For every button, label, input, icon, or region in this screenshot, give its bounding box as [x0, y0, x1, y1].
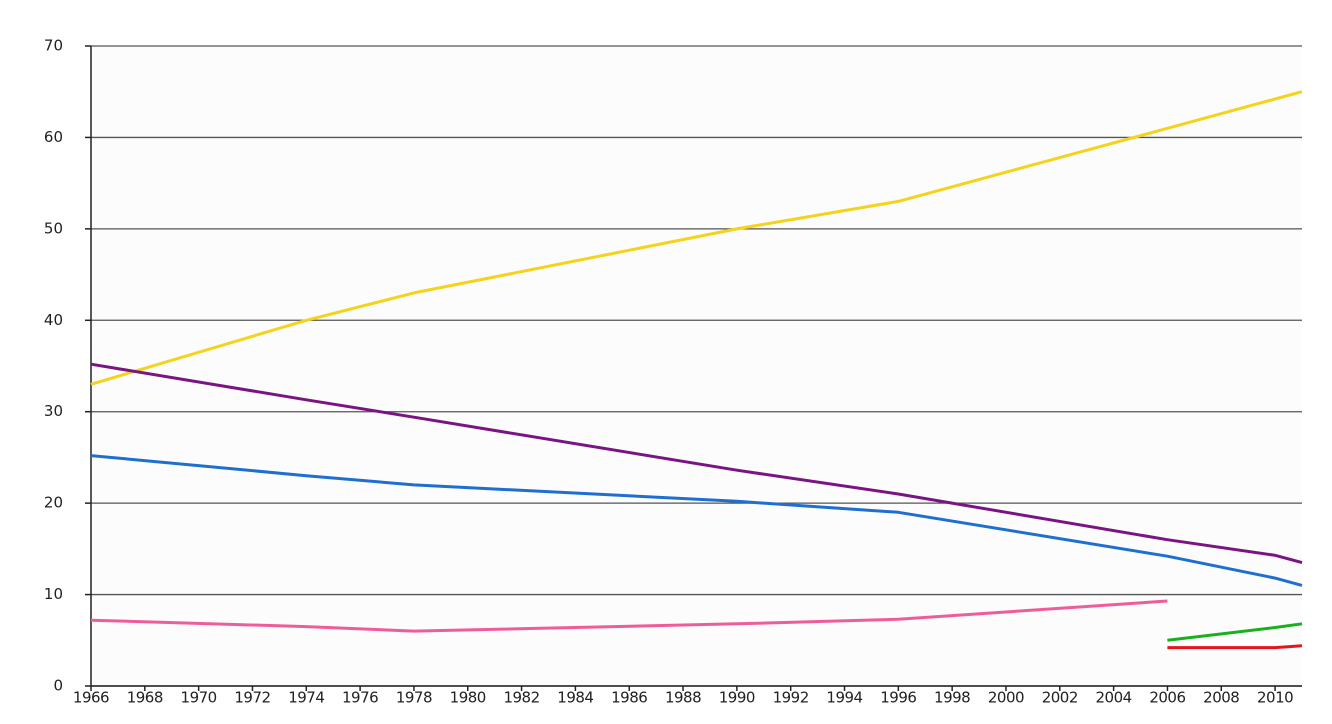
x-tick-label: 1978 [396, 689, 432, 707]
y-tick-label: 0 [53, 677, 63, 695]
x-tick-label: 1992 [773, 689, 809, 707]
x-tick-label: 1974 [288, 689, 324, 707]
x-tick-label: 1990 [719, 689, 755, 707]
plot-area [91, 46, 1302, 686]
x-tick-label: 2006 [1149, 689, 1185, 707]
y-tick-label: 40 [44, 311, 63, 329]
x-tick-label: 2008 [1203, 689, 1239, 707]
x-tick-label: 2002 [1042, 689, 1078, 707]
x-tick-label: 1972 [234, 689, 270, 707]
series-line [1167, 644, 1303, 650]
y-tick-label: 30 [44, 402, 63, 420]
y-tick-label: 50 [44, 219, 63, 237]
series-line [90, 90, 1303, 386]
x-tick-label: 1996 [880, 689, 916, 707]
x-tick-label: 1998 [934, 689, 970, 707]
y-tick-label: 20 [44, 494, 63, 512]
series-line [90, 362, 1303, 565]
x-tick-label: 1984 [557, 689, 593, 707]
x-tick-label: 1966 [73, 689, 109, 707]
x-tick-label: 2004 [1096, 689, 1132, 707]
x-tick-label: 1988 [665, 689, 701, 707]
x-tick-label: 1980 [450, 689, 486, 707]
series-line [1167, 622, 1303, 642]
x-tick-label: 1994 [826, 689, 862, 707]
x-tick-label: 1976 [342, 689, 378, 707]
x-tick-label: 2010 [1257, 689, 1293, 707]
y-tick-label: 70 [44, 37, 63, 55]
x-tick-label: 1970 [181, 689, 217, 707]
series-line [90, 599, 1168, 633]
y-tick-label: 10 [44, 585, 63, 603]
x-tick-label: 2000 [988, 689, 1024, 707]
y-tick-label: 60 [44, 128, 63, 146]
x-tick-label: 1982 [503, 689, 539, 707]
x-tick-label: 1968 [127, 689, 163, 707]
series-line [90, 454, 1303, 587]
x-tick-label: 1986 [611, 689, 647, 707]
